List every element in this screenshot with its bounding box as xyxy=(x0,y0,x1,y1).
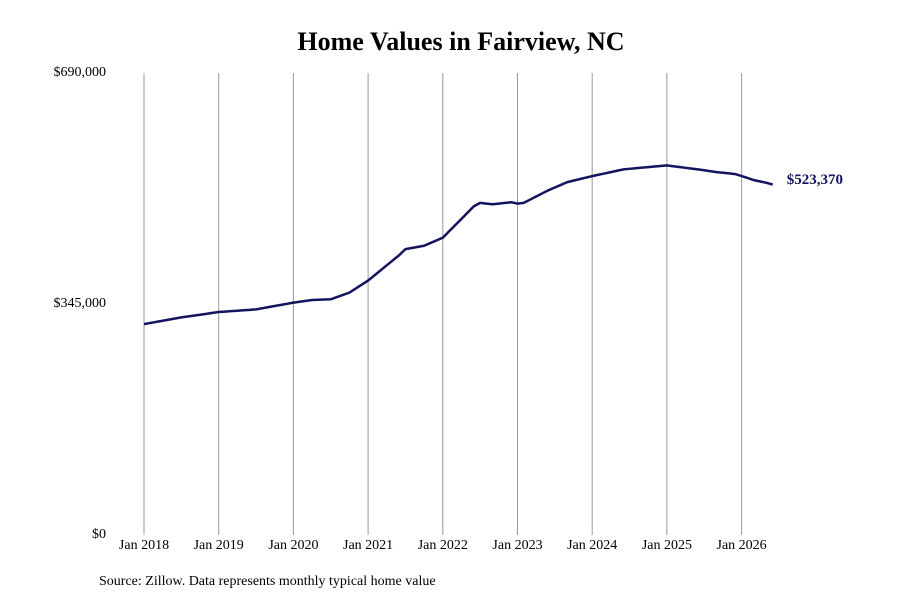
x-tick-label: Jan 2026 xyxy=(717,538,767,553)
x-tick-label: Jan 2020 xyxy=(268,538,318,553)
y-tick-label: $345,000 xyxy=(54,296,107,311)
line xyxy=(143,164,774,326)
y-tick-label: $0 xyxy=(92,527,106,542)
y-tick-label: $690,000 xyxy=(54,65,107,80)
x-tick-label: Jan 2021 xyxy=(343,538,393,553)
x-tick-label: Jan 2023 xyxy=(492,538,542,553)
x-tick-label: Jan 2025 xyxy=(642,538,692,553)
chart-title: Home Values in Fairview, NC xyxy=(297,27,624,56)
x-tick-label: Jan 2024 xyxy=(567,538,617,553)
x-tick-label: Jan 2018 xyxy=(119,538,169,553)
source-note: Source: Zillow. Data represents monthly … xyxy=(99,574,436,589)
x-tick-label: Jan 2019 xyxy=(194,538,244,553)
x-tick-label: Jan 2022 xyxy=(418,538,468,553)
value-label: $523,370 xyxy=(787,172,843,188)
